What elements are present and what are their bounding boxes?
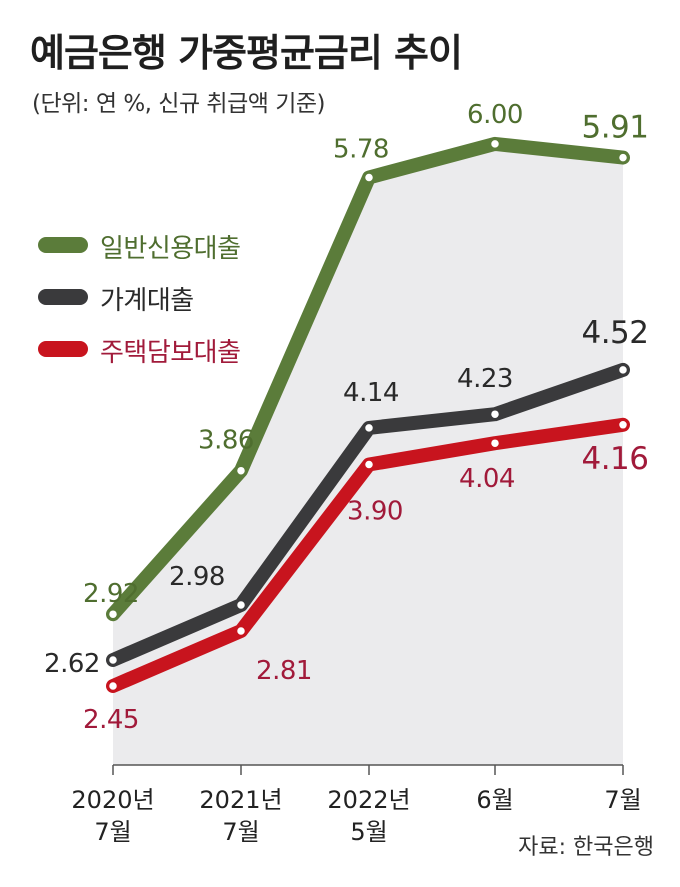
data-label: 4.14 (343, 378, 399, 408)
data-label: 2.81 (256, 656, 312, 686)
data-point (617, 364, 629, 376)
data-point (363, 172, 375, 183)
data-point (235, 465, 247, 476)
data-label: 6.00 (467, 100, 523, 130)
data-label: 2.92 (83, 579, 139, 609)
legend-label: 가계대출 (100, 286, 194, 316)
data-label: 2.62 (44, 649, 100, 679)
data-label: 2.98 (169, 562, 225, 592)
chart-subtitle: (단위: 연 %, 신규 취급액 기준) (32, 91, 326, 117)
data-point (235, 599, 247, 611)
x-tick-label: 6월 (476, 786, 513, 814)
legend-swatch-dark (38, 289, 88, 305)
legend-label: 주택담보대출 (100, 338, 241, 368)
legend-label: 일반신용대출 (100, 234, 241, 264)
source-note: 자료: 한국은행 (518, 835, 654, 860)
x-tick-label: 7월 (604, 786, 641, 814)
data-label: 3.86 (198, 426, 254, 456)
x-tick-label: 2022년 5월 (327, 786, 410, 846)
data-point (617, 419, 629, 431)
data-point (107, 680, 119, 692)
legend-swatch-green (38, 237, 88, 253)
data-label: 4.04 (459, 464, 515, 494)
data-point (235, 625, 247, 637)
data-label: 4.23 (457, 364, 513, 394)
data-point (363, 422, 375, 434)
data-point (107, 608, 119, 620)
data-point (617, 152, 629, 163)
data-label: 5.91 (581, 110, 648, 146)
data-label: 3.90 (347, 497, 403, 527)
data-label: 4.52 (581, 315, 648, 351)
data-point (489, 408, 501, 420)
x-tick-label: 2020년 7월 (71, 786, 154, 846)
data-point (489, 437, 501, 449)
x-tick-label: 2021년 7월 (199, 786, 282, 846)
data-point (363, 459, 375, 470)
chart-title: 예금은행 가중평균금리 추이 (30, 31, 463, 75)
data-label: 4.16 (581, 441, 648, 477)
data-label: 2.45 (83, 705, 139, 735)
data-label: 5.78 (333, 135, 389, 165)
data-point (489, 138, 501, 150)
data-point (107, 654, 119, 666)
legend-swatch-red (38, 341, 88, 357)
